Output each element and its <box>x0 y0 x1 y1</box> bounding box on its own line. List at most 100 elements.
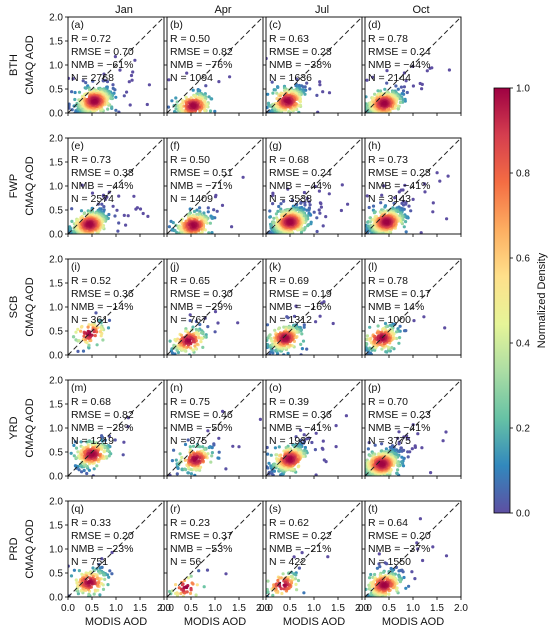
data-point <box>316 110 320 113</box>
data-point <box>121 453 125 457</box>
data-point <box>193 473 197 476</box>
data-point <box>170 459 174 463</box>
data-point <box>271 91 275 95</box>
data-point <box>443 326 447 330</box>
data-point <box>99 334 103 338</box>
data-point <box>196 89 200 93</box>
data-point <box>277 204 281 209</box>
data-point <box>290 199 295 203</box>
stat-n: N = 1636 <box>269 72 312 84</box>
data-point <box>284 336 288 340</box>
stat-r: R = 0.73 <box>368 154 408 166</box>
data-point <box>206 325 210 329</box>
data-point <box>398 336 402 340</box>
data-point <box>385 69 389 73</box>
stat-n: N = 2574 <box>71 193 114 205</box>
data-point <box>272 216 276 220</box>
data-point <box>386 345 390 349</box>
data-point <box>181 101 185 105</box>
panel-label: (f) <box>170 140 180 152</box>
data-point <box>425 69 429 73</box>
data-point <box>105 80 110 84</box>
data-point <box>212 443 216 447</box>
data-point <box>118 68 122 72</box>
data-point <box>193 458 197 462</box>
data-point <box>312 210 316 214</box>
panel-label: (g) <box>269 140 282 152</box>
data-point <box>327 91 332 95</box>
data-point <box>91 452 95 457</box>
scatter-points <box>168 409 262 476</box>
data-point <box>110 105 114 109</box>
stat-rmse: RMSE = 0.82 <box>71 409 134 421</box>
data-point <box>172 448 176 452</box>
stat-r: R = 0.63 <box>269 33 309 45</box>
data-point <box>193 344 197 348</box>
data-point <box>92 99 96 103</box>
data-point <box>365 78 369 82</box>
data-point <box>266 106 269 110</box>
data-point <box>241 175 245 179</box>
data-point <box>116 229 120 233</box>
stat-n: N = 1000 <box>368 314 411 326</box>
data-point <box>127 80 131 84</box>
data-point <box>80 470 84 474</box>
stat-nmb: NMB = −29% <box>170 301 232 313</box>
data-point <box>203 228 207 232</box>
one-to-one-line <box>265 258 363 356</box>
panel-label: (e) <box>71 140 84 152</box>
data-point <box>124 223 128 227</box>
data-point <box>70 108 74 112</box>
data-point <box>217 450 221 454</box>
data-point <box>204 333 208 337</box>
stat-r: R = 0.65 <box>170 275 210 287</box>
data-point <box>91 79 95 83</box>
data-point <box>315 93 319 97</box>
data-point <box>321 90 325 94</box>
stat-n: N = 3143 <box>368 193 411 205</box>
data-point <box>368 325 372 329</box>
data-point <box>100 202 104 206</box>
data-point <box>107 318 112 322</box>
data-point <box>294 304 298 308</box>
data-point <box>297 110 301 113</box>
data-point <box>198 445 202 449</box>
y-tick-label: 0.0 <box>49 351 63 362</box>
data-point <box>174 107 178 111</box>
data-point <box>217 436 221 440</box>
data-point <box>276 85 280 89</box>
data-point <box>384 350 388 354</box>
data-point <box>82 468 86 473</box>
one-to-one-line <box>166 258 264 356</box>
data-point <box>107 454 111 458</box>
stat-nmb: NMB = −44% <box>368 59 430 71</box>
data-point <box>195 212 199 216</box>
data-point <box>306 224 310 228</box>
data-point <box>209 97 213 101</box>
data-point <box>271 351 275 355</box>
panel-label: (a) <box>71 19 84 31</box>
data-point <box>273 88 277 92</box>
data-point <box>379 201 383 205</box>
stat-n: N = 1409 <box>170 193 213 205</box>
data-point <box>87 468 91 472</box>
data-point <box>70 207 74 211</box>
one-to-one-line <box>364 16 462 114</box>
data-point <box>87 323 91 327</box>
one-to-one-line <box>67 379 165 477</box>
data-point <box>305 347 309 351</box>
one-to-one-line <box>265 137 363 235</box>
data-point <box>206 429 210 433</box>
data-point <box>91 324 95 328</box>
data-point <box>231 444 235 448</box>
data-point <box>90 443 94 447</box>
data-point <box>117 221 121 225</box>
data-point <box>282 199 286 203</box>
data-point <box>113 55 117 59</box>
data-point <box>117 110 121 113</box>
data-point <box>305 81 309 85</box>
